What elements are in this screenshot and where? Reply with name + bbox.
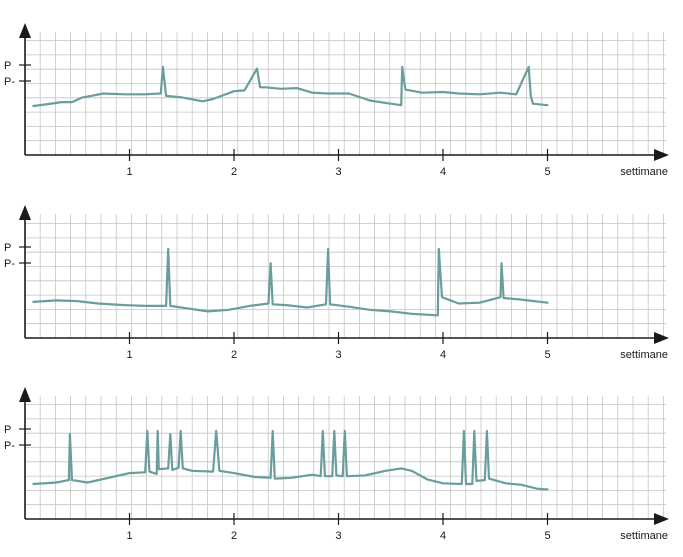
- x-tick-label: 4: [440, 349, 446, 361]
- x-tick-label: 4: [440, 530, 446, 542]
- grid: [25, 32, 666, 155]
- x-axis-arrow-icon: [654, 149, 669, 161]
- x-tick-label: 5: [544, 530, 550, 542]
- x-axis-arrow-icon: [654, 332, 669, 344]
- y-tick-label: P: [4, 424, 11, 436]
- grid: [25, 214, 666, 338]
- chart-panel-1: P P- 1 2 3 4 5 settimane: [4, 23, 669, 178]
- y-tick-label: P: [4, 60, 11, 72]
- chart-panel-2: P P- 1 2 3 4 5 settimane: [4, 205, 669, 361]
- x-axis-label: settimane: [620, 166, 668, 178]
- y-tick-label: P-: [4, 76, 15, 88]
- x-tick-label: 1: [126, 349, 132, 361]
- x-tick-label: 5: [544, 349, 550, 361]
- y-tick-label: P: [4, 242, 11, 254]
- y-tick-label: P-: [4, 258, 15, 270]
- chart-panel-3: P P- 1 2 3 4 5 settimane: [4, 387, 669, 542]
- grid: [25, 396, 666, 519]
- x-axis-label: settimane: [620, 530, 668, 542]
- y-axis-arrow-icon: [19, 205, 31, 220]
- x-tick-label: 4: [440, 166, 446, 178]
- series-line: [32, 65, 549, 108]
- x-tick-label: 3: [335, 530, 341, 542]
- x-tick-label: 1: [126, 166, 132, 178]
- series-line: [32, 429, 549, 491]
- x-axis-label: settimane: [620, 349, 668, 361]
- y-tick-label: P-: [4, 440, 15, 452]
- x-tick-label: 3: [335, 166, 341, 178]
- x-tick-label: 5: [544, 166, 550, 178]
- x-tick-label: 1: [126, 530, 132, 542]
- x-tick-label: 2: [231, 166, 237, 178]
- x-tick-label: 3: [335, 349, 341, 361]
- series-line: [32, 247, 549, 317]
- x-axis-arrow-icon: [654, 513, 669, 525]
- x-tick-label: 2: [231, 349, 237, 361]
- y-axis-arrow-icon: [19, 387, 31, 402]
- x-tick-label: 2: [231, 530, 237, 542]
- y-axis-arrow-icon: [19, 23, 31, 38]
